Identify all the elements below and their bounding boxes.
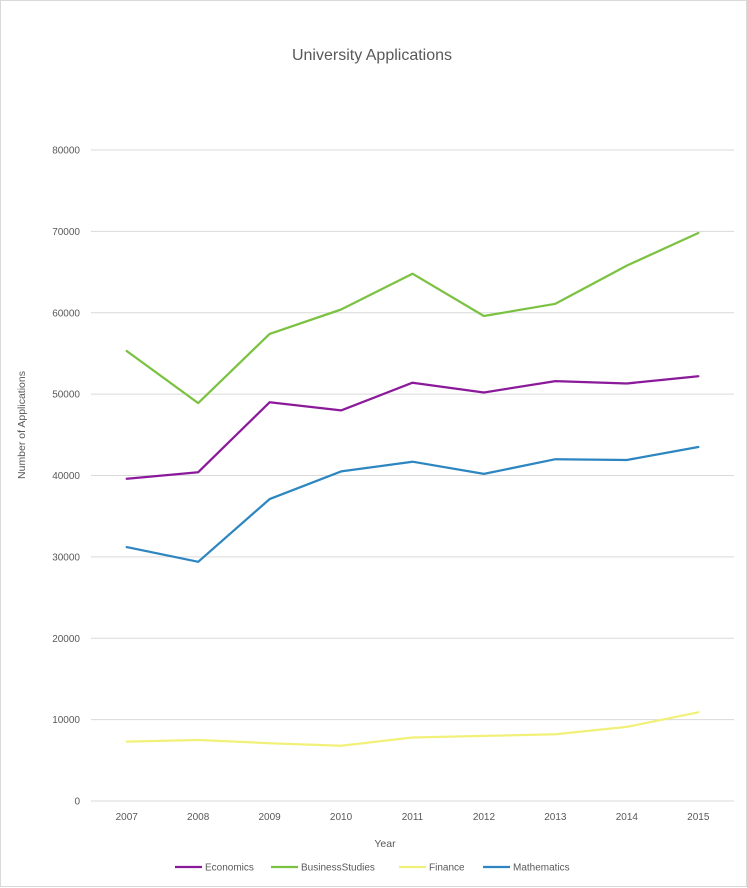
x-tick-label: 2008 <box>187 812 210 823</box>
y-tick-label: 60000 <box>52 308 80 319</box>
y-tick-label: 30000 <box>52 552 80 563</box>
series-lines <box>125 231 700 747</box>
legend-label-businessstudies: BusinessStudies <box>301 863 375 874</box>
x-tick-label: 2015 <box>687 812 710 823</box>
series-line-economics <box>125 375 700 480</box>
y-tick-label: 10000 <box>52 715 80 726</box>
x-tick-label: 2010 <box>330 812 353 823</box>
y-tick-label: 80000 <box>52 146 80 157</box>
legend-label-economics: Economics <box>205 863 254 874</box>
x-axis-ticks: 2007 2008 2009 2010 2011 2012 2013 2014 2015 <box>116 812 710 823</box>
chart-title: University Applications <box>292 47 452 64</box>
x-tick-label: 2012 <box>473 812 496 823</box>
legend-label-finance: Finance <box>429 863 465 874</box>
y-tick-label: 50000 <box>52 390 80 401</box>
x-tick-label: 2007 <box>116 812 139 823</box>
x-tick-label: 2014 <box>616 812 639 823</box>
legend: Economics BusinessStudies Finance Mathemati… <box>175 863 570 874</box>
y-axis-label: Number of Applications <box>16 371 28 479</box>
gridlines <box>91 149 734 802</box>
series-line-finance <box>125 711 700 747</box>
y-tick-label: 40000 <box>52 471 80 482</box>
series-line-businessstudies <box>125 231 700 405</box>
legend-label-mathematics: Mathematics <box>513 863 570 874</box>
x-tick-label: 2009 <box>258 812 281 823</box>
x-tick-label: 2011 <box>402 812 424 823</box>
y-tick-label: 0 <box>74 797 80 808</box>
y-tick-label: 70000 <box>52 227 80 238</box>
x-tick-label: 2013 <box>544 812 567 823</box>
y-tick-label: 20000 <box>52 634 80 645</box>
series-line-mathematics <box>125 445 700 563</box>
x-axis-label: Year <box>374 838 396 850</box>
y-axis-ticks: 0 10000 20000 30000 40000 50000 60000 70000 8000… <box>52 146 80 808</box>
